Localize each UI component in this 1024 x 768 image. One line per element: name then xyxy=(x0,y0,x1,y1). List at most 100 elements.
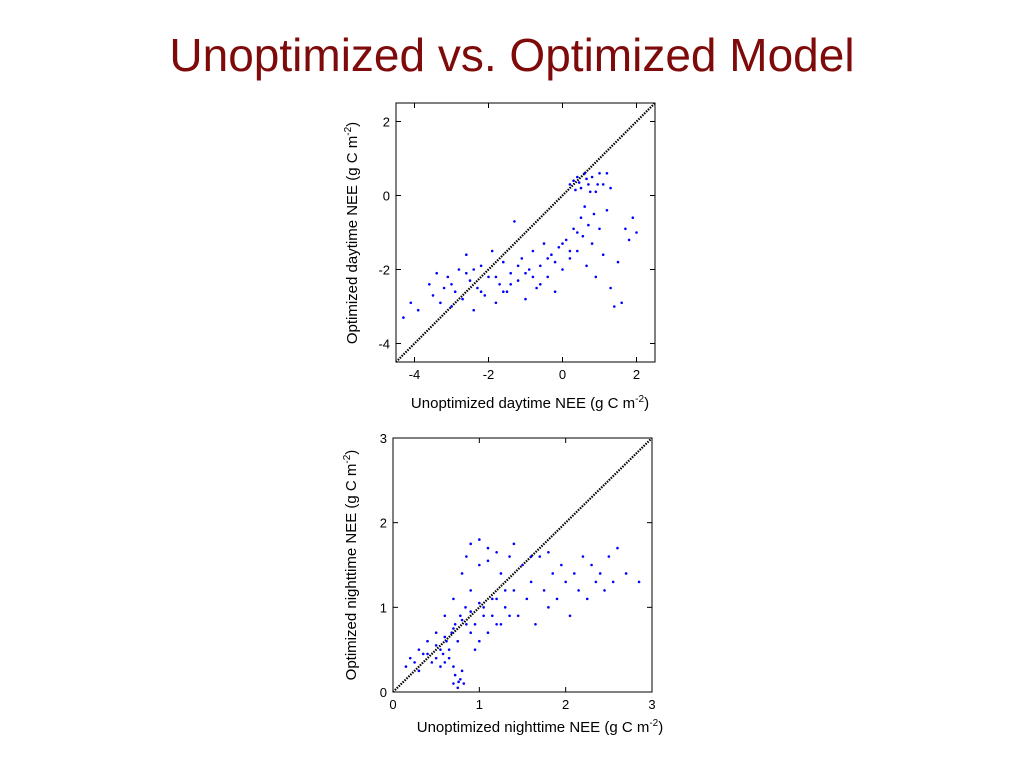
night-data-point xyxy=(434,656,438,660)
night-data-point xyxy=(486,559,490,563)
night-data-point xyxy=(443,614,447,618)
day-data-point xyxy=(574,188,577,192)
night-data-point xyxy=(465,622,468,626)
day-data-point xyxy=(588,190,592,194)
night-data-point xyxy=(413,661,416,664)
day-data-point xyxy=(601,253,605,256)
day-data-point xyxy=(587,223,590,227)
night-data-point xyxy=(453,673,457,677)
day-data-point xyxy=(428,283,431,286)
night-data-point xyxy=(560,563,563,567)
night-data-point xyxy=(404,665,408,668)
day-data-point xyxy=(531,249,535,253)
night-data-point xyxy=(486,546,490,550)
night-data-point xyxy=(460,572,464,575)
day-data-point xyxy=(572,179,575,182)
day-x-axis-label-end: ) xyxy=(644,395,649,412)
day-data-point xyxy=(461,297,464,301)
night-data-point xyxy=(499,572,503,575)
night-data-point xyxy=(594,580,598,584)
night-data-point xyxy=(590,563,593,567)
day-data-point xyxy=(576,175,579,179)
night-data-point xyxy=(564,580,567,584)
day-data-point xyxy=(576,231,579,234)
night-data-point xyxy=(624,572,628,575)
day-data-point xyxy=(546,275,549,279)
day-data-point xyxy=(509,283,512,286)
night-data-point xyxy=(521,563,524,567)
day-data-point xyxy=(535,286,538,290)
night-data-point xyxy=(490,597,494,601)
slide-title: Unoptimized vs. Optimized Model xyxy=(169,29,855,81)
night-y-axis-label-sup: -2 xyxy=(342,454,353,463)
night-data-point xyxy=(482,614,485,618)
night-data-point xyxy=(478,563,481,567)
day-data-point xyxy=(631,216,635,219)
day-y-axis-label: Optimized daytime NEE (g C m-2) xyxy=(343,122,361,344)
night-data-point xyxy=(508,555,511,558)
night-data-point xyxy=(421,652,425,656)
day-data-point xyxy=(520,257,524,260)
night-data-point xyxy=(460,669,464,673)
night-data-point xyxy=(473,622,477,626)
day-data-point xyxy=(579,186,583,190)
night-data-point xyxy=(611,580,615,584)
night-data-point xyxy=(616,546,619,550)
day-data-point xyxy=(635,231,638,234)
day-data-point xyxy=(476,286,479,290)
night-data-point xyxy=(547,606,550,609)
night-data-point xyxy=(577,589,580,592)
day-data-point xyxy=(598,172,601,175)
night-data-point xyxy=(607,555,611,558)
day-data-point xyxy=(624,227,627,231)
night-data-point xyxy=(460,618,464,622)
day-data-point xyxy=(516,279,520,282)
night-data-point xyxy=(478,538,481,541)
day-data-point xyxy=(627,238,631,242)
day-data-point xyxy=(553,260,557,264)
day-data-point xyxy=(609,286,612,290)
night-data-point xyxy=(434,631,438,635)
night-data-point xyxy=(495,551,498,554)
night-data-point xyxy=(430,661,434,664)
day-data-point xyxy=(494,275,498,279)
night-data-point xyxy=(499,622,503,626)
day-data-point xyxy=(509,271,512,275)
night-data-point xyxy=(503,606,507,609)
day-y-axis-label-main: Optimized daytime NEE (g C m xyxy=(344,136,361,344)
night-data-point xyxy=(459,678,462,681)
night-y-tick-label: 0 xyxy=(380,685,387,700)
night-data-point xyxy=(464,606,467,609)
night-y-axis-label: Optimized nighttime NEE (g C m-2) xyxy=(342,450,360,681)
night-data-point xyxy=(529,580,533,584)
night-data-point xyxy=(459,614,462,618)
day-data-point xyxy=(568,257,572,260)
day-data-point xyxy=(531,275,535,279)
day-x-tick-label: -2 xyxy=(483,367,495,382)
night-data-point xyxy=(452,682,455,685)
day-data-point xyxy=(568,249,572,253)
day-data-point xyxy=(620,301,623,305)
night-data-point xyxy=(547,551,550,554)
chart-nighttime-group: 0 1 2 3 0 1 2 3 Unoptimized nighttime NEE (g C m… xyxy=(342,431,663,736)
day-x-tick-label: 0 xyxy=(559,367,566,382)
day-y-axis-label-end: ) xyxy=(344,122,361,127)
night-data-point xyxy=(469,610,473,613)
day-data-point xyxy=(450,283,453,286)
night-x-axis-label: Unoptimized nighttime NEE (g C m-2) xyxy=(417,718,664,736)
day-data-point xyxy=(498,283,501,286)
day-data-point xyxy=(457,268,461,271)
night-data-point xyxy=(495,597,498,601)
day-data-point xyxy=(479,290,483,294)
day-data-point xyxy=(605,172,609,175)
night-data-point xyxy=(555,597,559,601)
day-y-axis-label-sup: -2 xyxy=(343,126,354,135)
night-data-point xyxy=(525,597,529,601)
day-x-axis-label: Unoptimized daytime NEE (g C m-2) xyxy=(411,394,649,412)
night-data-point xyxy=(447,656,451,660)
night-data-point xyxy=(452,665,455,668)
day-data-point xyxy=(592,212,596,216)
day-data-point xyxy=(581,234,585,238)
night-data-point xyxy=(469,542,473,546)
night-x-tick-label: 3 xyxy=(648,697,655,712)
